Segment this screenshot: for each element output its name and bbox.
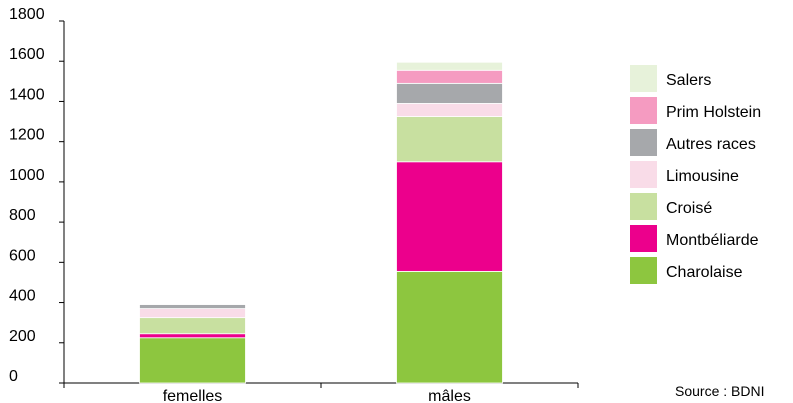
legend-label: Autres races	[666, 136, 756, 153]
bar-segment	[139, 304, 246, 309]
legend-swatch	[630, 97, 657, 124]
y-tick-label: 0	[9, 368, 18, 385]
bar-segment	[396, 270, 503, 384]
bar-segment	[396, 82, 503, 104]
bar-segment	[396, 161, 503, 272]
legend-swatch	[630, 65, 657, 92]
legend-swatch	[630, 129, 657, 156]
y-tick-label: 1800	[9, 6, 45, 23]
bar-segment	[139, 333, 246, 339]
bar-segment	[396, 103, 503, 117]
y-tick-label: 1400	[9, 86, 45, 103]
legend-swatch	[630, 257, 657, 284]
bars	[139, 61, 503, 384]
bar-segment	[139, 337, 246, 384]
legend-label: Salers	[666, 72, 711, 89]
y-tick-label: 800	[9, 207, 36, 224]
legend-label: Montbéliarde	[666, 232, 759, 249]
legend-label: Limousine	[666, 168, 739, 185]
y-axis: 0 200 400 600 800 1000 1200 1400 1600 1800	[9, 6, 65, 385]
legend: Salers Prim Holstein Autres races Limousine…	[630, 65, 761, 284]
bar-segment	[139, 317, 246, 335]
bar-segment	[396, 61, 503, 71]
source-note: Source : BDNI	[675, 383, 764, 399]
y-tick-label: 400	[9, 288, 36, 305]
legend-label: Croisé	[666, 200, 712, 217]
legend-swatch	[630, 161, 657, 188]
y-tick-label: 1200	[9, 127, 45, 144]
legend-label: Charolaise	[666, 264, 743, 281]
bar-segment	[396, 116, 503, 163]
bar-segment	[396, 69, 503, 84]
legend-swatch	[630, 193, 657, 220]
legend-swatch	[630, 225, 657, 252]
y-tick-label: 1000	[9, 167, 45, 184]
y-tick-label: 1600	[9, 46, 45, 63]
x-tick-label: femelles	[163, 388, 223, 403]
y-tick-label: 200	[9, 328, 36, 345]
x-axis: femelles mâles	[63, 382, 579, 403]
x-tick-label: mâles	[428, 388, 471, 403]
y-tick-label: 600	[9, 247, 36, 264]
legend-label: Prim Holstein	[666, 104, 761, 121]
bar-segment	[139, 308, 246, 319]
